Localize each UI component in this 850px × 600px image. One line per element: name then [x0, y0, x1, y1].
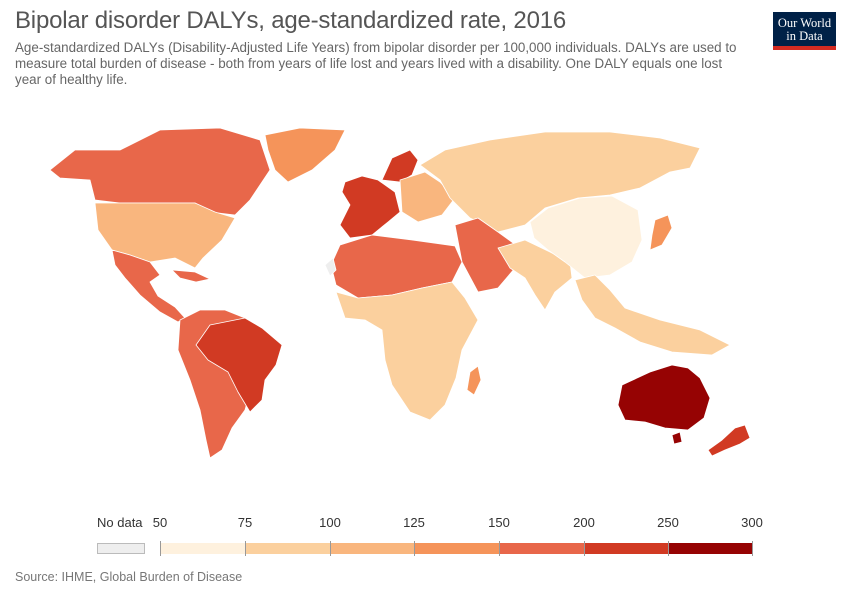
region-new-zealand[interactable]	[707, 424, 751, 457]
legend-bin-swatch[interactable]	[414, 543, 499, 554]
region-russia[interactable]	[419, 131, 701, 233]
region-sub-saharan-africa[interactable]	[335, 281, 479, 421]
legend-no-data-swatch	[97, 543, 145, 554]
logo-accent-bar	[773, 46, 836, 50]
region-western-europe[interactable]	[339, 175, 401, 239]
chart-title: Bipolar disorder DALYs, age-standardized…	[15, 7, 567, 34]
legend-tick-label: 200	[573, 515, 595, 530]
legend-bin-swatch[interactable]	[584, 543, 668, 554]
legend-tick-label: 100	[319, 515, 341, 530]
legend-tick	[414, 541, 415, 556]
legend-bin-swatch[interactable]	[499, 543, 584, 554]
region-eastern-europe[interactable]	[399, 171, 456, 223]
region-mexico-central-america[interactable]	[111, 249, 186, 323]
legend-tick	[668, 541, 669, 556]
legend-bin-swatch[interactable]	[668, 543, 753, 554]
legend-tick	[245, 541, 246, 556]
region-no-data-western-sahara[interactable]	[324, 257, 337, 277]
region-south-asia[interactable]	[497, 239, 573, 311]
region-japan[interactable]	[649, 214, 673, 251]
legend-bin-swatch[interactable]	[160, 543, 245, 554]
region-caribbean[interactable]	[171, 269, 211, 283]
legend-tick-label: 300	[741, 515, 763, 530]
region-brazil[interactable]	[195, 317, 283, 413]
legend-tick	[752, 541, 753, 556]
region-greenland[interactable]	[264, 127, 346, 183]
legend-tick-label: 75	[237, 515, 253, 530]
region-tasmania[interactable]	[671, 431, 683, 445]
region-china[interactable]	[529, 195, 643, 279]
legend-tick-label: 125	[403, 515, 425, 530]
logo-line-1: Our World	[777, 16, 832, 30]
region-australia[interactable]	[617, 364, 711, 431]
legend-bin-swatch[interactable]	[245, 543, 330, 554]
source-note: Source: IHME, Global Burden of Disease	[15, 570, 243, 584]
region-south-america[interactable]	[177, 309, 253, 459]
chart-subtitle: Age-standardized DALYs (Disability-Adjus…	[15, 40, 737, 87]
legend-tick	[584, 541, 585, 556]
legend-tick	[330, 541, 331, 556]
region-madagascar[interactable]	[466, 365, 482, 396]
region-southeast-asia[interactable]	[574, 274, 731, 356]
legend-no-data-label: No data	[97, 515, 143, 530]
region-canada[interactable]	[49, 127, 271, 216]
legend-tick-label: 250	[657, 515, 679, 530]
owid-logo[interactable]: Our World in Data	[773, 12, 836, 50]
logo-line-2: in Data	[786, 29, 823, 43]
legend-tick-label: 150	[488, 515, 510, 530]
legend-tick-label: 50	[152, 515, 168, 530]
legend-tick	[499, 541, 500, 556]
legend-bin-swatch[interactable]	[330, 543, 414, 554]
legend-tick	[160, 541, 161, 556]
